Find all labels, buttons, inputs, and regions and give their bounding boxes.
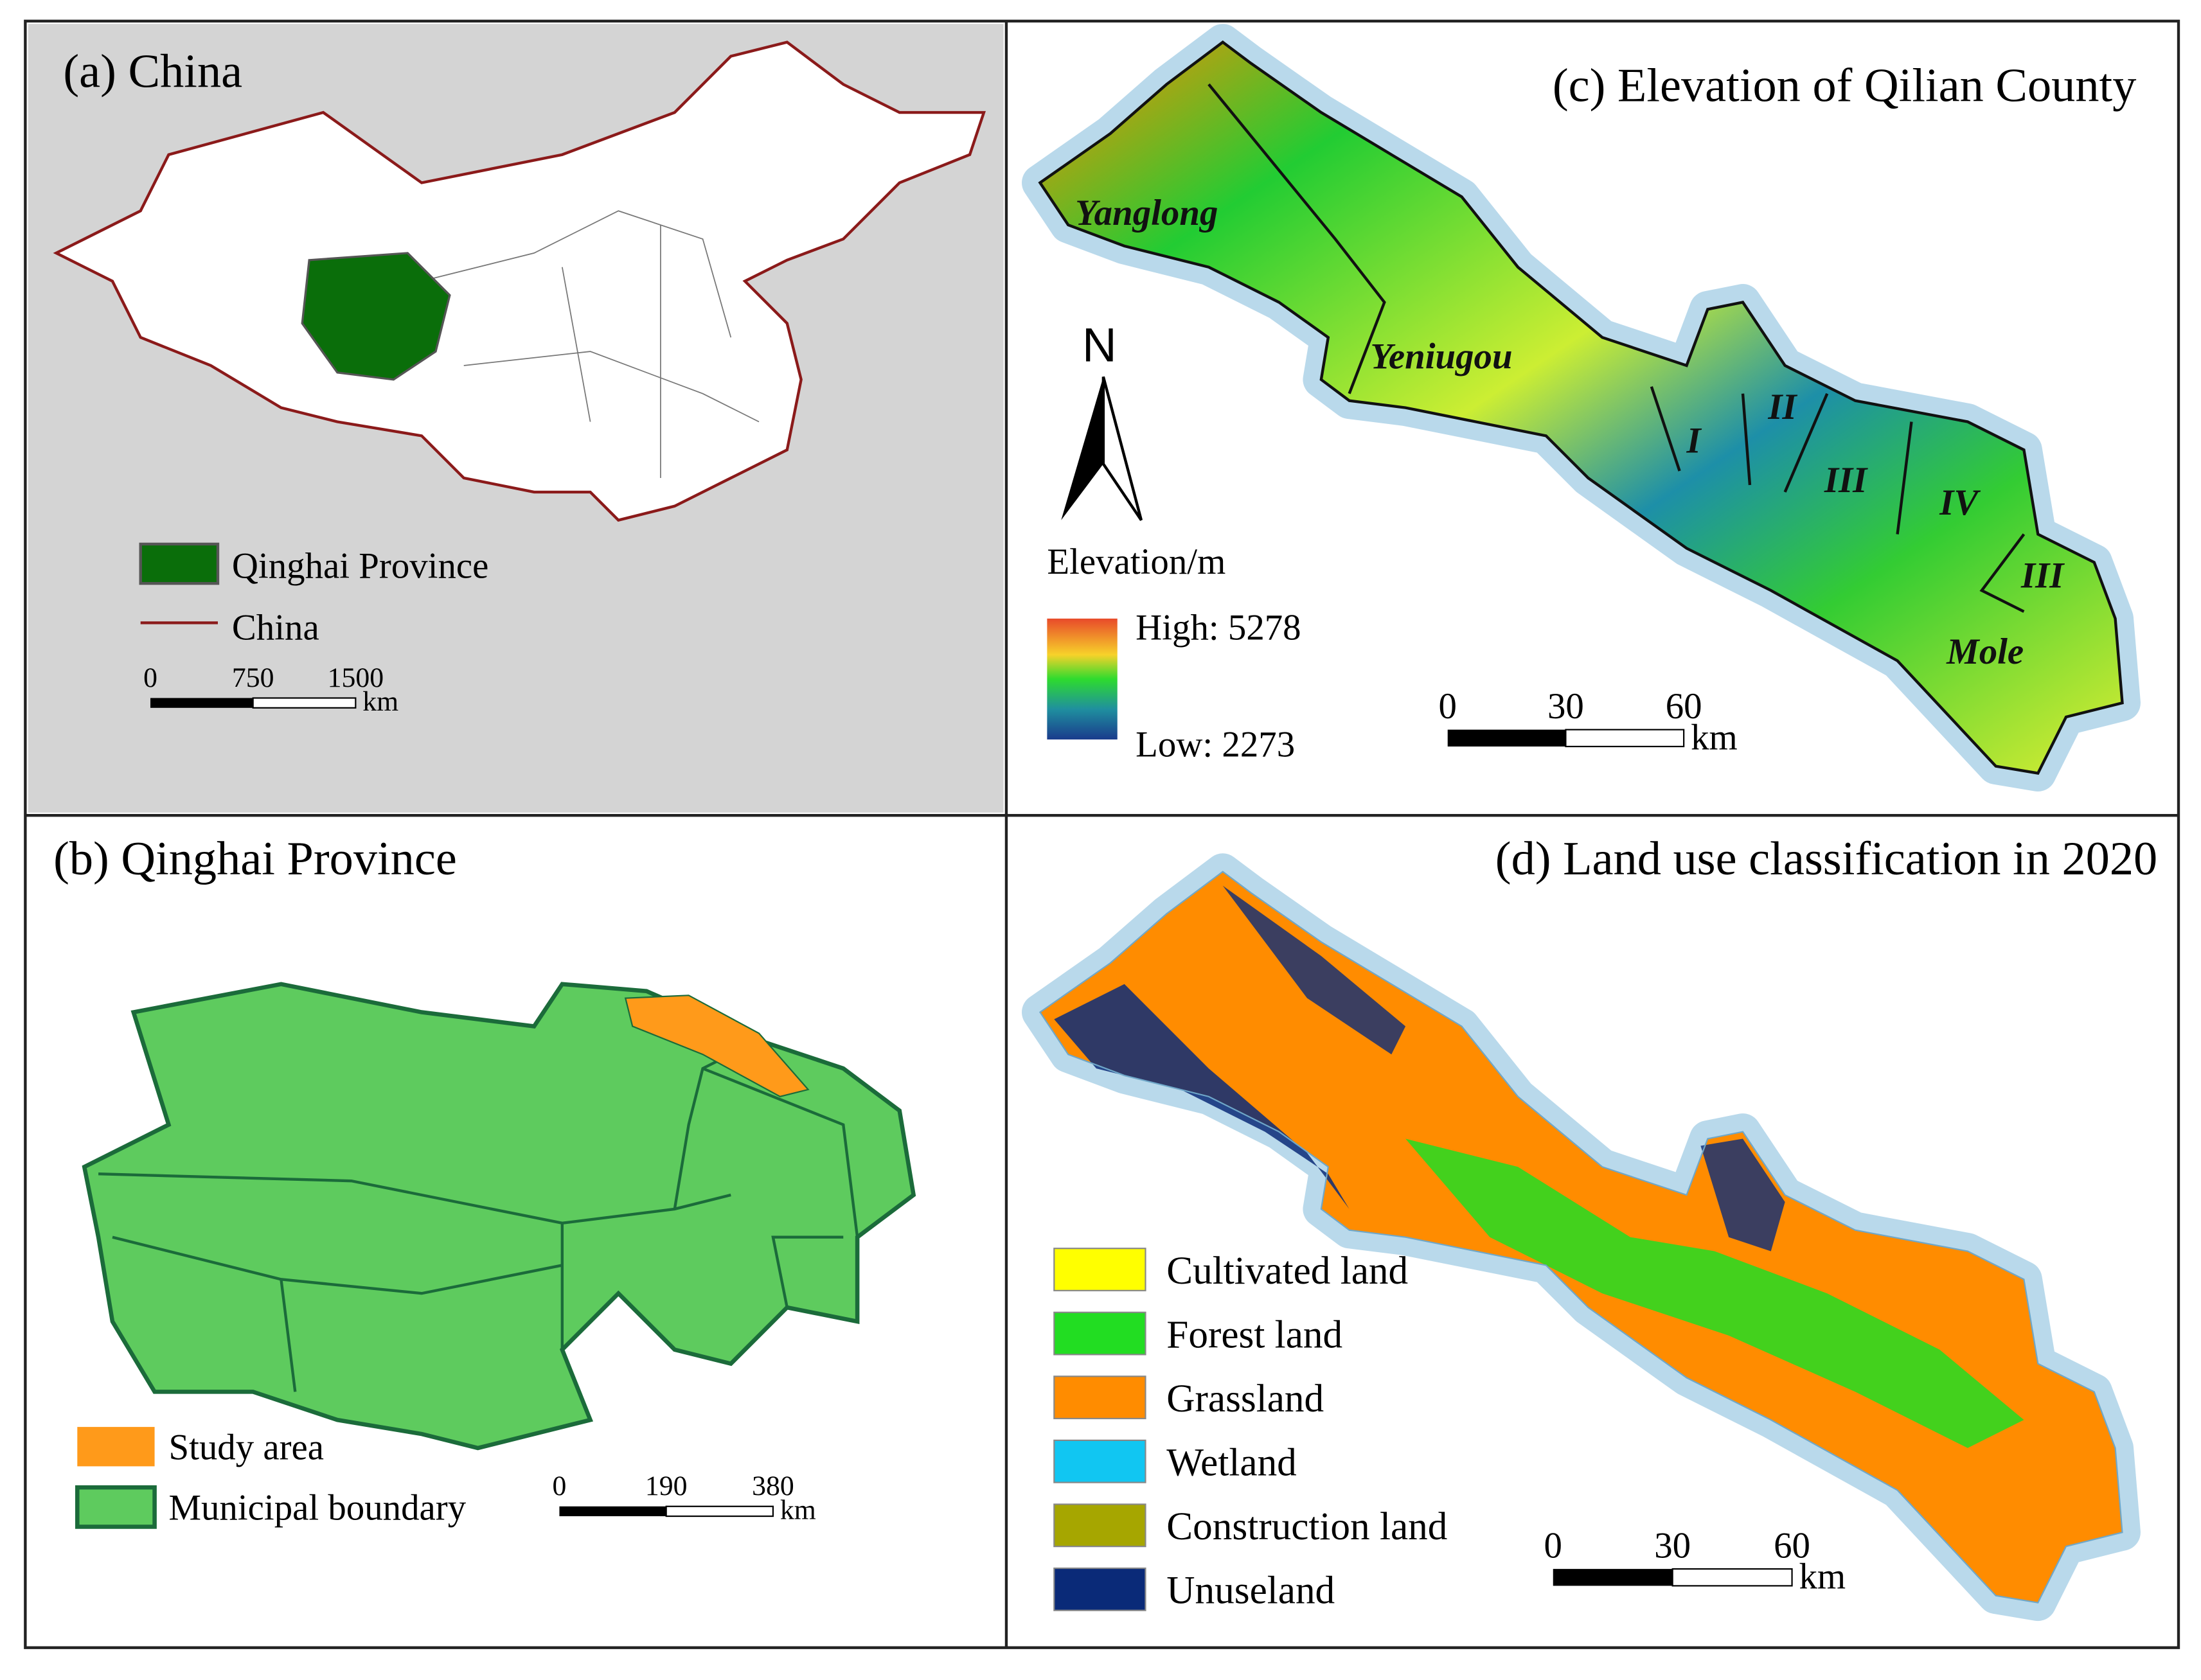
scale-label: 0 — [1544, 1526, 1562, 1566]
legend-swatch — [1053, 1248, 1146, 1291]
landuse-patch — [1222, 885, 1406, 1055]
panel-title: (c) Elevation of Qilian County — [1553, 60, 2137, 112]
legend-label: Forest land — [1166, 1313, 1342, 1356]
north-label: N — [1082, 318, 1117, 371]
place-label: Mole — [1946, 632, 2024, 672]
place-label: IV — [1939, 482, 1981, 523]
north-arrow — [1061, 376, 1103, 520]
scale-white — [252, 697, 357, 709]
legend-swatch — [75, 1485, 157, 1529]
frame — [24, 19, 2180, 1649]
scale-unit: km — [780, 1494, 816, 1525]
scale-unit: km — [1799, 1557, 1846, 1597]
legend-swatch — [1053, 1439, 1146, 1483]
landuse-patch — [1405, 1138, 2024, 1448]
legend-label: Unuseland — [1166, 1569, 1335, 1613]
qinghai — [301, 252, 451, 381]
scale-black — [1447, 729, 1566, 747]
scale-label: 60 — [1666, 686, 1702, 727]
place-label: III — [1824, 460, 1868, 500]
place-label: Yanglong — [1075, 193, 1218, 233]
legend-swatch — [1053, 1503, 1146, 1548]
north-arrow — [1101, 376, 1143, 521]
qinghai-map — [82, 982, 916, 1451]
legend-label: Wetland — [1166, 1441, 1297, 1485]
scale-black — [559, 1506, 666, 1517]
scale-label: 380 — [752, 1471, 794, 1501]
legend-low: Low: 2273 — [1136, 724, 1295, 765]
legend-high: High: 5278 — [1136, 608, 1301, 648]
scale-label: 30 — [1654, 1526, 1691, 1566]
place-label: II — [1767, 387, 1797, 427]
scale-white — [665, 1505, 774, 1517]
scale-black — [1553, 1569, 1673, 1586]
place-label: Yeniugou — [1370, 336, 1512, 376]
place-label: III — [2020, 556, 2065, 596]
legend-swatch — [77, 1427, 155, 1467]
landuse-patch — [1700, 1138, 1785, 1251]
scale-black — [150, 698, 253, 708]
legend-swatch — [1053, 1375, 1146, 1420]
scale-label: 0 — [1438, 686, 1456, 727]
legend-label: Qinghai Province — [232, 545, 489, 586]
legend-label: Cultivated land — [1166, 1249, 1408, 1293]
scale-label: 60 — [1774, 1526, 1810, 1566]
legend-swatch — [1053, 1311, 1146, 1356]
legend-label: China — [232, 608, 319, 648]
legend-title: Elevation/m — [1047, 542, 1225, 582]
municipal-boundaries — [98, 1039, 859, 1392]
panel-a: (a) China Qinghai Province China 0 750 150… — [28, 24, 1004, 813]
study-area — [624, 995, 810, 1098]
panel-c: (c) Elevation of Qilian County Yanglong … — [1040, 42, 2136, 774]
scale-label: 1500 — [328, 662, 384, 693]
scale-white — [1671, 1568, 1793, 1587]
legend-label: Construction land — [1166, 1505, 1447, 1548]
scale-white — [1565, 729, 1685, 748]
panel-title: (b) Qinghai Province — [53, 833, 457, 885]
scale-unit: km — [362, 686, 398, 717]
scale-label: 0 — [553, 1471, 567, 1501]
panel-b: (b) Qinghai Province Study area Municipa… — [53, 833, 916, 1529]
province-boundaries — [421, 210, 760, 479]
panel-title: (a) China — [63, 46, 242, 98]
scale-label: 750 — [232, 662, 274, 693]
place-label: I — [1686, 421, 1702, 461]
scale-label: 190 — [645, 1471, 688, 1501]
township-boundaries — [1207, 83, 2026, 613]
china-outline — [53, 40, 986, 522]
legend-swatch — [139, 542, 220, 585]
scale-label: 0 — [143, 662, 157, 693]
panel-d — [1040, 872, 2122, 1603]
panel-title: (d) Land use classification in 2020 — [1495, 833, 2157, 885]
legend-label: Grassland — [1166, 1377, 1324, 1420]
legend-label: Study area — [168, 1427, 324, 1467]
elevation-ramp — [1047, 618, 1118, 740]
scale-label: 30 — [1547, 686, 1584, 727]
legend-label: Municipal boundary — [168, 1488, 466, 1528]
legend-swatch — [1053, 1567, 1146, 1611]
scale-unit: km — [1691, 717, 1738, 757]
legend: Cultivated land Forest land Grassland Wetla… — [1053, 1248, 1447, 1613]
landuse-patch — [1054, 984, 1350, 1209]
